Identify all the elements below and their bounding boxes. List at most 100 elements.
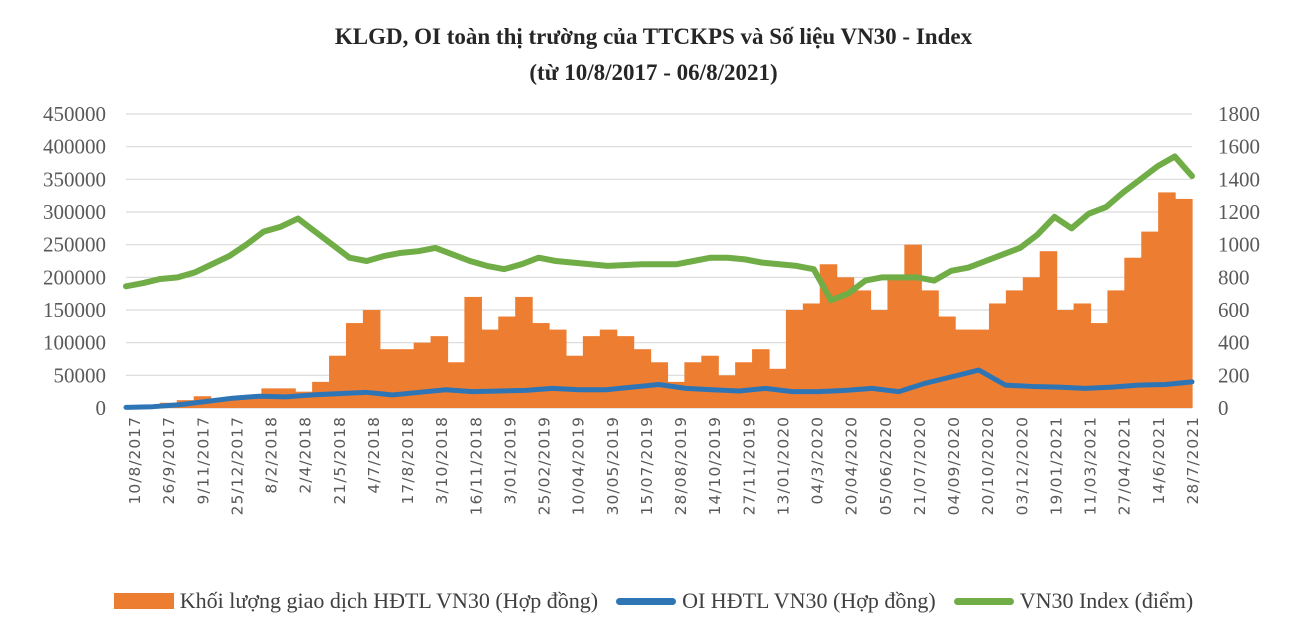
x-tick-label: 10/8/2017 bbox=[126, 416, 144, 504]
chart-title: KLGD, OI toàn thị trường của TTCKPS và S… bbox=[334, 24, 973, 49]
volume-bar bbox=[599, 329, 618, 408]
left-tick-label: 400000 bbox=[43, 135, 106, 159]
x-tick-label: 9/11/2017 bbox=[194, 416, 212, 504]
x-tick-label: 26/9/2017 bbox=[160, 416, 178, 504]
volume-bar bbox=[1175, 198, 1193, 408]
volume-bar bbox=[447, 362, 466, 408]
volume-bar bbox=[870, 310, 889, 408]
right-tick-label: 200 bbox=[1218, 363, 1250, 387]
x-tick-label: 17/8/2018 bbox=[399, 416, 417, 504]
x-tick-label: 3/10/2018 bbox=[433, 416, 451, 504]
legend-item-oi: OI HĐTL VN30 (Hợp đồng) bbox=[616, 588, 936, 614]
volume-bar bbox=[1090, 323, 1108, 408]
x-tick-label: 20/04/2020 bbox=[843, 416, 861, 515]
volume-bar bbox=[701, 355, 719, 408]
volume-bar bbox=[464, 296, 482, 408]
volume-bar bbox=[430, 336, 449, 408]
left-tick-label: 50000 bbox=[54, 363, 107, 387]
volume-bar bbox=[802, 303, 821, 408]
volume-bar bbox=[582, 336, 601, 408]
legend-swatch-volume bbox=[113, 593, 174, 609]
legend-item-volume: Khối lượng giao dịch HĐTL VN30 (Hợp đồng… bbox=[113, 588, 599, 614]
volume-bar bbox=[210, 400, 229, 408]
right-tick-label: 0 bbox=[1218, 396, 1229, 420]
legend-label-oi: OI HĐTL VN30 (Hợp đồng) bbox=[682, 588, 936, 613]
volume-bar bbox=[498, 316, 516, 408]
volume-bar bbox=[532, 323, 550, 408]
volume-bar bbox=[1056, 310, 1075, 408]
volume-bar bbox=[887, 277, 905, 408]
oi-line bbox=[123, 367, 1195, 410]
legend-label-volume: Khối lượng giao dịch HĐTL VN30 (Hợp đồng… bbox=[179, 588, 599, 613]
right-tick-label: 1800 bbox=[1218, 102, 1260, 126]
x-tick-label: 4/7/2018 bbox=[365, 416, 383, 494]
left-tick-label: 450000 bbox=[43, 102, 106, 126]
volume-bar bbox=[481, 329, 499, 408]
volume-bar bbox=[836, 277, 855, 408]
volume-bar bbox=[752, 349, 770, 408]
volume-bar bbox=[955, 329, 973, 408]
x-tick-label: 11/03/2021 bbox=[1082, 416, 1100, 515]
legend-label-vn30: VN30 Index (điểm) bbox=[1019, 588, 1194, 613]
x-tick-label: 04/3/2020 bbox=[809, 416, 827, 504]
volume-bar bbox=[1124, 257, 1142, 408]
x-tick-label: 28/7/2021 bbox=[1184, 416, 1202, 504]
legend-swatch-vn30 bbox=[953, 597, 1014, 605]
volume-bar bbox=[515, 296, 533, 408]
volume-bar bbox=[565, 355, 584, 408]
x-tick-label: 8/2/2018 bbox=[263, 416, 281, 494]
volume-bar bbox=[549, 329, 567, 408]
volume-bar bbox=[329, 355, 347, 408]
volume-bar bbox=[362, 310, 381, 408]
volume-bar bbox=[396, 349, 415, 408]
legend-swatch-oi bbox=[616, 597, 677, 605]
chart-subtitle: (từ 10/8/2017 - 06/8/2021) bbox=[529, 60, 778, 85]
volume-bar bbox=[735, 362, 753, 408]
volume-bar bbox=[413, 342, 432, 408]
x-tick-label: 19/01/2021 bbox=[1047, 416, 1065, 515]
right-tick-label: 600 bbox=[1218, 298, 1250, 322]
volume-bar bbox=[345, 323, 364, 408]
x-tick-label: 13/01/2020 bbox=[774, 416, 792, 515]
left-tick-label: 0 bbox=[96, 396, 107, 420]
right-tick-label: 1000 bbox=[1218, 233, 1260, 257]
x-tick-label: 25/12/2017 bbox=[228, 416, 246, 515]
x-tick-label: 03/12/2020 bbox=[1013, 416, 1031, 515]
x-tick-label: 14/6/2021 bbox=[1150, 416, 1168, 504]
volume-bar bbox=[785, 310, 804, 408]
x-tick-label: 10/04/2019 bbox=[570, 416, 588, 515]
volume-bar bbox=[1107, 290, 1125, 408]
volume-bar bbox=[684, 362, 702, 408]
volume-bar bbox=[988, 303, 1007, 408]
volume-bar bbox=[1022, 277, 1041, 408]
right-tick-label: 800 bbox=[1218, 265, 1250, 289]
x-tick-label: 25/02/2019 bbox=[536, 416, 554, 515]
x-tick-label: 3/01/2019 bbox=[501, 416, 519, 504]
left-tick-label: 350000 bbox=[43, 167, 106, 191]
volume-bar bbox=[1073, 303, 1092, 408]
legend: Khối lượng giao dịch HĐTL VN30 (Hợp đồng… bbox=[0, 588, 1307, 614]
right-tick-label: 1400 bbox=[1218, 167, 1260, 191]
volume-bar bbox=[616, 336, 635, 408]
x-tick-label: 04/09/2020 bbox=[945, 416, 963, 515]
volume-bar bbox=[1158, 192, 1176, 408]
volume-bar bbox=[921, 290, 939, 408]
x-tick-label: 21/5/2018 bbox=[331, 416, 349, 504]
volume-bar bbox=[1039, 251, 1058, 408]
volume-bar bbox=[853, 290, 872, 408]
x-tick-label: 21/07/2020 bbox=[911, 416, 929, 515]
volume-bar bbox=[379, 349, 398, 408]
left-tick-label: 300000 bbox=[43, 200, 106, 224]
volume-bar bbox=[633, 349, 652, 408]
x-tick-label: 30/05/2019 bbox=[604, 416, 622, 515]
left-tick-label: 200000 bbox=[43, 265, 106, 289]
right-tick-label: 400 bbox=[1218, 331, 1250, 355]
volume-bar bbox=[1141, 231, 1159, 408]
x-tick-label: 16/11/2018 bbox=[467, 416, 485, 515]
x-tick-label: 14/10/2019 bbox=[706, 416, 724, 515]
volume-bar bbox=[938, 316, 956, 408]
x-tick-label: 27/11/2019 bbox=[740, 416, 758, 515]
left-tick-label: 250000 bbox=[43, 233, 106, 257]
volume-bar bbox=[1005, 290, 1024, 408]
